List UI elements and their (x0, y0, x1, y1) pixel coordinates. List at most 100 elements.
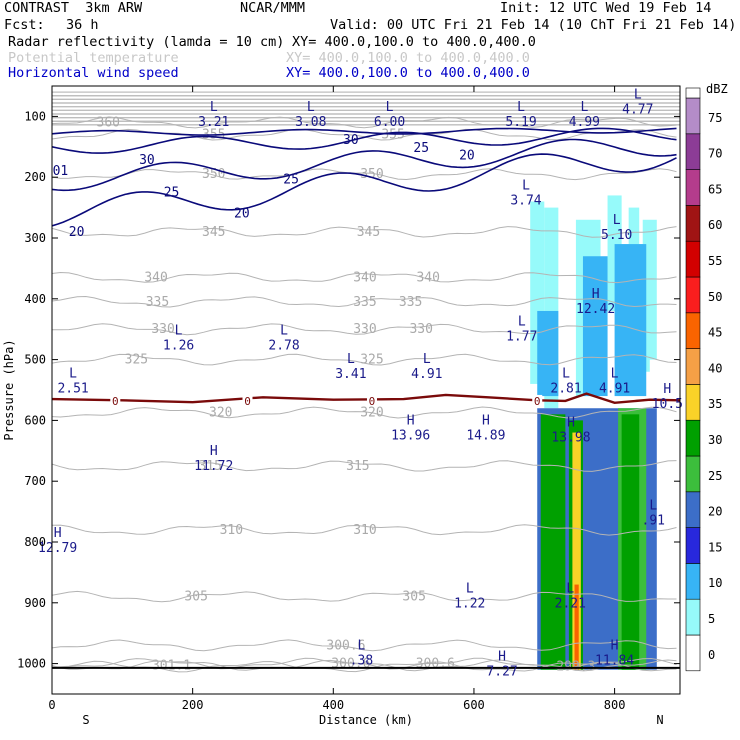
theta-contour-label: 320 (360, 405, 383, 420)
extremum-value-label: 1.26 (163, 339, 194, 354)
zero-contour-label: 0 (244, 395, 251, 408)
x-axis-label: Distance (km) (319, 713, 413, 727)
extremum-value-label: 13.96 (391, 429, 430, 444)
theta-contour-line (52, 460, 677, 472)
colorbar-tick-label: 40 (708, 361, 722, 375)
colorbar-tick-label: 35 (708, 397, 722, 411)
colorbar-cap (685, 87, 701, 99)
plot-frame (51, 85, 681, 695)
colorbar-swatch (685, 133, 701, 170)
theta-contour-label: 330 (409, 322, 432, 337)
colorbar-swatch (685, 312, 701, 349)
theta-contour-line (52, 323, 677, 336)
wind-contour-label: 20 (234, 207, 250, 222)
extremum-value-label: 7.27 (486, 664, 517, 679)
x-tick-label: 600 (463, 698, 485, 712)
extremum-type-label: L (611, 367, 619, 382)
y-tick-label: 400 (24, 292, 46, 306)
theta-contour-label: 340 (416, 271, 439, 286)
colorbar-swatch (685, 563, 701, 600)
theta-contour-label: 345 (202, 225, 225, 240)
y-tick-label: 600 (24, 413, 46, 427)
extremum-type-label: H (407, 414, 415, 429)
theta-contour-label: 335 (399, 295, 422, 310)
extremum-type-label: H (54, 526, 62, 541)
fcst-value: 36 h (66, 17, 99, 33)
field-wind-xy: XY= 400.0,100.0 to 400.0,400.0 (286, 65, 530, 81)
zero-label-bg (532, 394, 543, 406)
reflectivity-cell (540, 414, 566, 670)
wind-contour-label: 01 (53, 164, 69, 179)
theta-contour-label: 315 (198, 459, 221, 474)
extremum-type-label: H (663, 382, 671, 397)
y-tick-label: 800 (24, 535, 46, 549)
field-reflectivity-name: Radar reflectivity (lamda = 10 cm) (8, 34, 285, 50)
theta-contour-label: 325 (360, 353, 383, 368)
colorbar: 0 5 10 15 20 25 30 35 40 45 50 55 60 65 70 75 (685, 87, 722, 672)
extremum-type-label: L (386, 100, 394, 115)
extrema-layer: L3.21L3.08L6.00L5.19L4.99L4.77L3.74L5.10… (38, 88, 683, 680)
y-tick-label: 200 (24, 170, 46, 184)
extremum-type-label: L (613, 213, 621, 228)
colorbar-tick-label: 25 (708, 469, 722, 483)
mid-cloud-region (614, 244, 647, 397)
colorbar-swatch (685, 491, 701, 528)
theta-contour-label: 310 (353, 523, 376, 538)
y-tick-label: 500 (24, 353, 46, 367)
extremum-value-label: 3.41 (335, 367, 366, 382)
theta-contour-line (52, 128, 677, 141)
init-time: Init: 12 UTC Wed 19 Feb 14 (500, 0, 712, 16)
colorbar-swatch (685, 527, 701, 564)
wind-contour-20 (52, 153, 677, 227)
zero-wind-contour (52, 392, 680, 405)
extremum-value-label: 14.89 (466, 429, 505, 444)
extremum-value-label: 13.98 (551, 430, 590, 445)
zero-contour-label: 0 (112, 395, 119, 408)
reflectivity-cell (621, 414, 640, 670)
wind-contour-label: 25 (164, 185, 180, 200)
colorbar-swatch (685, 97, 701, 135)
extremum-type-label: L (649, 499, 657, 514)
extremum-type-label: L (466, 581, 474, 596)
zero-label-bg (242, 394, 253, 406)
extremum-value-label: 6.00 (374, 115, 405, 130)
colorbar-swatch (685, 205, 701, 242)
y-tick-label: 100 (24, 109, 46, 123)
wind-contour-label: 30 (343, 133, 359, 148)
colorbar-tick-label: 55 (708, 254, 722, 268)
theta-contour-label: 305 (184, 590, 207, 605)
colorbar-tick-label: 65 (708, 182, 722, 196)
theta-contour-line (52, 168, 677, 181)
x-tick-label: 200 (182, 698, 204, 712)
theta-contour-label: 340 (144, 271, 167, 286)
colorbar-swatch (685, 634, 701, 672)
extremum-type-label: H (567, 415, 575, 430)
reflectivity-cell (574, 584, 579, 670)
extremum-value-label: 11.72 (194, 459, 233, 474)
extremum-type-label: L (566, 581, 574, 596)
extremum-value-label: 1.77 (506, 329, 537, 344)
colorbar-swatch (685, 169, 701, 206)
field-theta-xy: XY= 400.0,100.0 to 400.0,400.0 (286, 50, 530, 66)
theta-contour-label: 335 (353, 295, 376, 310)
extremum-value-label: 12.79 (38, 541, 77, 556)
y-tick-label: 1000 (17, 657, 46, 671)
y-tick-label: 900 (24, 596, 46, 610)
extremum-value-label: 3.74 (510, 193, 541, 208)
theta-contour-label: 355 (381, 128, 404, 143)
colorbar-swatch (685, 455, 701, 493)
field-theta-name: Potential temperature (8, 50, 179, 66)
extremum-type-label: L (423, 352, 431, 367)
theta-contour-label: 300.6 (326, 638, 365, 653)
theta-contour-label: 310 (220, 523, 243, 538)
extremum-type-label: L (518, 314, 526, 329)
zero-contour-label: 0 (369, 395, 376, 408)
extremum-type-label: L (210, 100, 218, 115)
colorbar-tick-label: 5 (708, 612, 715, 626)
theta-contour-line (52, 116, 677, 129)
colorbar-tick-label: 75 (708, 111, 722, 125)
fcst-label: Fcst: (4, 17, 45, 33)
colorbar-swatch (685, 276, 701, 314)
